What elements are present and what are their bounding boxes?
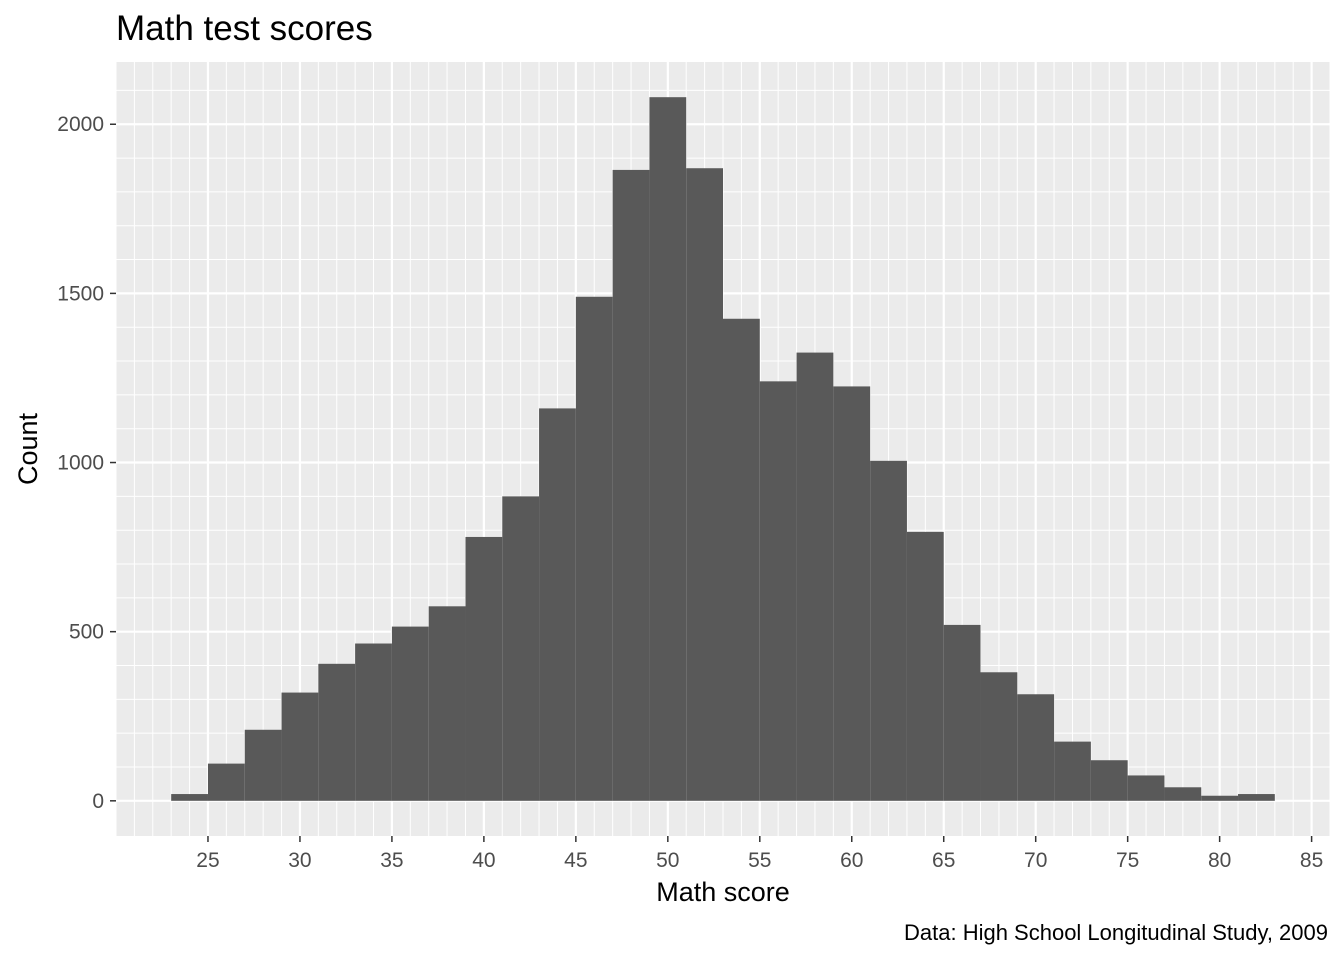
histogram-bar bbox=[1054, 741, 1091, 801]
histogram-bar bbox=[1017, 694, 1055, 801]
y-tick-label: 2000 bbox=[57, 113, 104, 136]
y-tick-label: 1500 bbox=[57, 282, 104, 305]
histogram-bar bbox=[465, 536, 503, 801]
y-axis-title: Count bbox=[13, 412, 43, 485]
x-tick-label: 55 bbox=[748, 849, 771, 872]
histogram-bar bbox=[1127, 775, 1165, 801]
histogram-bar bbox=[318, 663, 356, 801]
histogram-bar bbox=[391, 626, 429, 801]
y-axis: 0 500 1000 1500 2000 bbox=[57, 113, 116, 813]
x-tick-label: 25 bbox=[196, 849, 219, 872]
y-tick-label: 500 bbox=[69, 621, 104, 644]
x-axis-title: Math score bbox=[656, 877, 790, 907]
histogram-bar bbox=[686, 168, 723, 801]
histogram-bar bbox=[943, 624, 981, 801]
y-tick-label: 0 bbox=[92, 790, 104, 813]
x-tick-label: 65 bbox=[932, 849, 955, 872]
x-tick-label: 45 bbox=[564, 849, 587, 872]
x-tick-label: 40 bbox=[472, 849, 495, 872]
histogram-bars bbox=[171, 97, 1275, 801]
histogram-bar bbox=[906, 531, 944, 801]
x-axis: 25 30 35 40 45 50 55 60 65 70 75 80 85 bbox=[196, 836, 1323, 872]
chart-title: Math test scores bbox=[116, 9, 373, 48]
histogram-bar bbox=[171, 794, 208, 801]
histogram-bar bbox=[575, 296, 613, 801]
histogram-bar bbox=[612, 169, 650, 801]
x-tick-label: 30 bbox=[288, 849, 311, 872]
histogram-bar bbox=[870, 460, 907, 801]
histogram-bar bbox=[759, 381, 797, 801]
y-tick-label: 1000 bbox=[57, 452, 104, 475]
x-tick-label: 35 bbox=[380, 849, 403, 872]
histogram-bar bbox=[796, 352, 834, 801]
histogram-bar bbox=[355, 643, 392, 801]
histogram-bar bbox=[207, 763, 245, 801]
chart-caption: Data: High School Longitudinal Study, 20… bbox=[904, 920, 1328, 945]
x-tick-label: 50 bbox=[656, 849, 679, 872]
x-tick-label: 75 bbox=[1116, 849, 1139, 872]
x-tick-label: 70 bbox=[1024, 849, 1047, 872]
histogram-bar bbox=[1238, 794, 1275, 801]
x-tick-label: 80 bbox=[1208, 849, 1231, 872]
x-tick-label: 60 bbox=[840, 849, 863, 872]
histogram-bar bbox=[833, 386, 871, 801]
histogram-bar bbox=[649, 97, 687, 801]
x-tick-label: 85 bbox=[1300, 849, 1323, 872]
histogram-bar bbox=[244, 729, 282, 801]
histogram-bar bbox=[1164, 787, 1202, 801]
histogram-bar bbox=[539, 408, 576, 801]
histogram-bar bbox=[723, 318, 760, 801]
histogram-bar bbox=[1201, 795, 1239, 801]
histogram-bar bbox=[428, 606, 466, 801]
histogram-bar bbox=[980, 672, 1018, 801]
histogram-bar bbox=[281, 692, 319, 801]
histogram-bar bbox=[502, 496, 540, 801]
histogram-bar bbox=[1090, 760, 1128, 801]
